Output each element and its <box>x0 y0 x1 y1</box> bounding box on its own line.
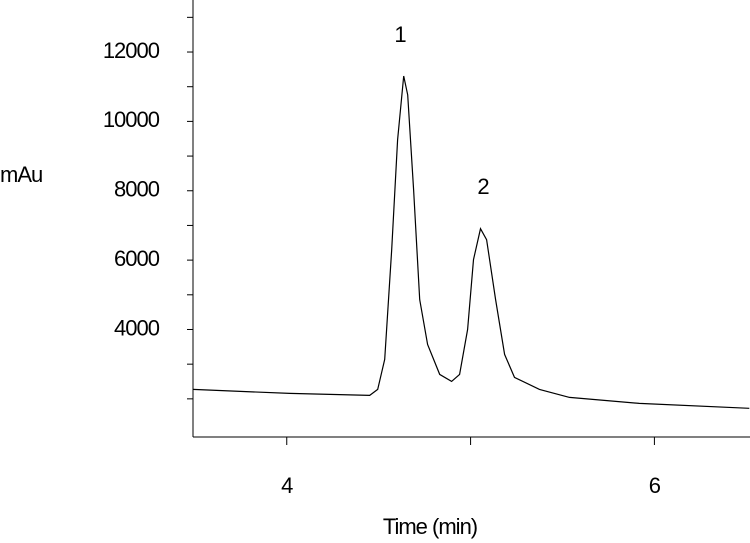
peak-label: 2 <box>477 174 489 199</box>
y-tick-label: 4000 <box>114 315 160 340</box>
x-tick-label: 4 <box>281 473 293 498</box>
y-tick-label: 6000 <box>114 246 160 271</box>
y-tick-label: 12000 <box>103 38 160 63</box>
trace <box>192 75 750 409</box>
x-axis-label: Time (min) <box>383 514 477 539</box>
peak-label: 1 <box>394 22 406 47</box>
x-tick-label: 6 <box>649 473 661 498</box>
y-axis-label: mAu <box>0 162 42 187</box>
y-tick-label: 10000 <box>103 107 160 132</box>
y-tick-label: 8000 <box>114 177 160 202</box>
